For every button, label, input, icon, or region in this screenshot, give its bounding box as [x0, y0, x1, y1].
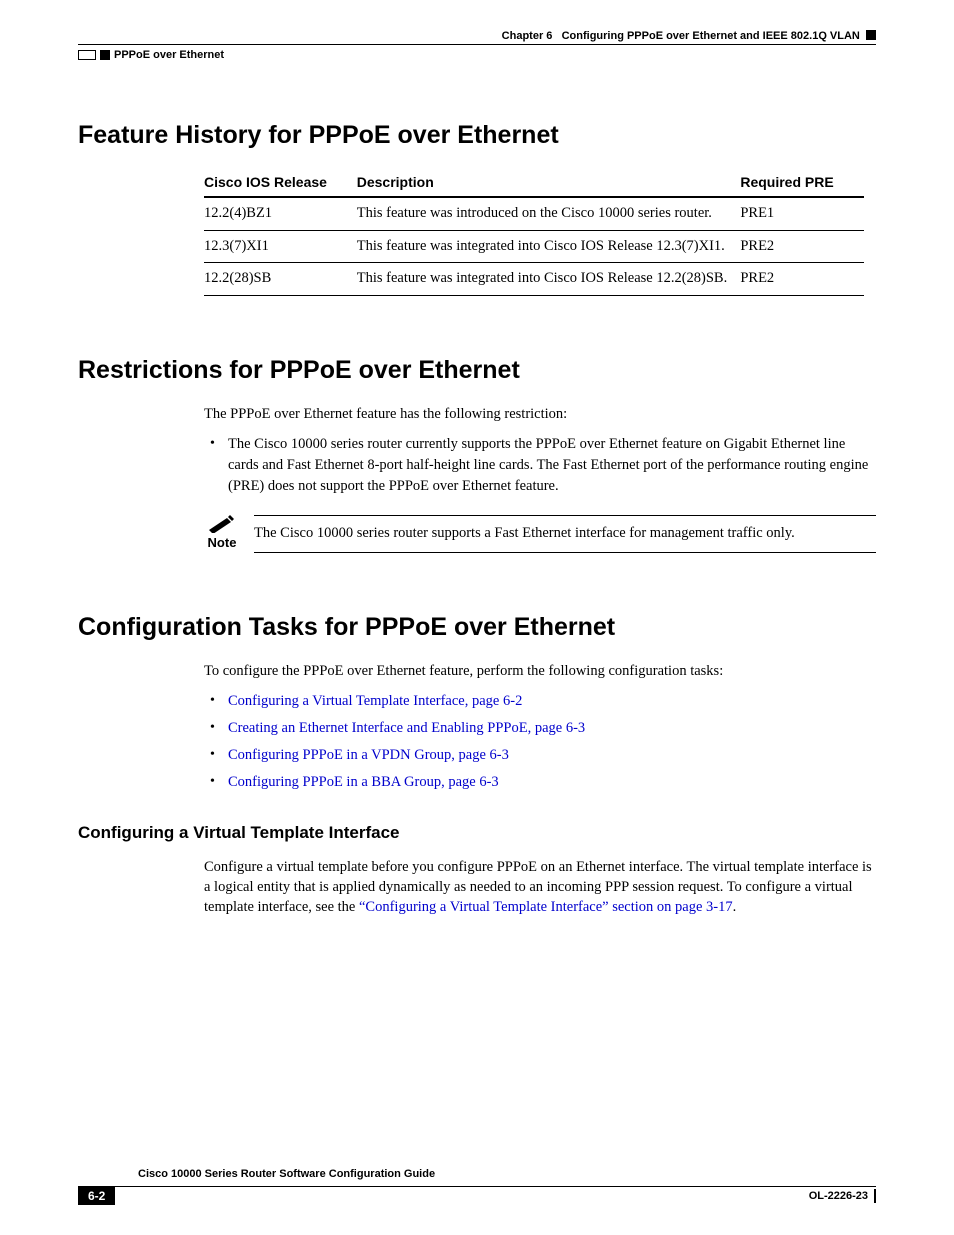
chapter-label: Chapter 6: [502, 30, 553, 42]
header-end-block-icon: [866, 30, 876, 40]
col-required-pre: Required PRE: [740, 170, 864, 197]
header-blocks-group: PPPoE over Ethernet: [78, 49, 224, 61]
table-cell: 12.2(28)SB: [204, 263, 357, 296]
note-pencil-icon: [208, 515, 236, 533]
header-block-outline-icon: [78, 50, 96, 60]
section3-title: Configuration Tasks for PPPoE over Ether…: [78, 613, 876, 642]
subsection-body-link[interactable]: “Configuring a Virtual Template Interfac…: [359, 899, 733, 915]
col-description: Description: [357, 170, 741, 197]
table-row: 12.3(7)XI1This feature was integrated in…: [204, 230, 864, 263]
config-task-link[interactable]: Configuring PPPoE in a BBA Group, page 6…: [228, 774, 499, 790]
footer-guide-title: Cisco 10000 Series Router Software Confi…: [138, 1168, 876, 1180]
subsection-title: Configuring a Virtual Template Interface: [78, 823, 876, 843]
note-label: Note: [208, 535, 237, 550]
note-block: Note The Cisco 10000 series router suppo…: [204, 515, 876, 553]
header-chapter-line: Chapter 6 Configuring PPPoE over Etherne…: [78, 30, 876, 44]
page-number-badge: 6-2: [78, 1187, 115, 1205]
section2-title: Restrictions for PPPoE over Ethernet: [78, 356, 876, 385]
section3-intro: To configure the PPPoE over Ethernet fea…: [204, 662, 876, 682]
config-task-link[interactable]: Configuring PPPoE in a VPDN Group, page …: [228, 747, 509, 763]
table-cell: This feature was introduced on the Cisco…: [357, 197, 741, 230]
table-cell: PRE2: [740, 263, 864, 296]
table-row: 12.2(4)BZ1This feature was introduced on…: [204, 197, 864, 230]
feature-history-table: Cisco IOS Release Description Required P…: [204, 170, 864, 296]
note-text: The Cisco 10000 series router supports a…: [254, 515, 876, 553]
doc-id: OL-2226-23: [809, 1190, 868, 1202]
table-cell: This feature was integrated into Cisco I…: [357, 263, 741, 296]
header-topic-row: PPPoE over Ethernet: [78, 49, 876, 61]
table-cell: This feature was integrated into Cisco I…: [357, 230, 741, 263]
footer-end-bar-icon: [874, 1189, 876, 1203]
section2-intro: The PPPoE over Ethernet feature has the …: [204, 405, 876, 425]
header-rule: [78, 44, 876, 45]
subsection-body: Configure a virtual template before you …: [204, 858, 876, 917]
list-item: Configuring PPPoE in a BBA Group, page 6…: [204, 772, 876, 793]
list-item: Configuring PPPoE in a VPDN Group, page …: [204, 745, 876, 766]
header-topic: PPPoE over Ethernet: [114, 49, 224, 61]
table-cell: 12.2(4)BZ1: [204, 197, 357, 230]
col-release: Cisco IOS Release: [204, 170, 357, 197]
table-row: 12.2(28)SBThis feature was integrated in…: [204, 263, 864, 296]
list-item: Creating an Ethernet Interface and Enabl…: [204, 718, 876, 739]
header-block-solid-icon: [100, 50, 110, 60]
page-footer: Cisco 10000 Series Router Software Confi…: [78, 1166, 876, 1205]
config-task-link[interactable]: Creating an Ethernet Interface and Enabl…: [228, 720, 585, 736]
table-cell: PRE2: [740, 230, 864, 263]
chapter-title: Configuring PPPoE over Ethernet and IEEE…: [562, 30, 860, 42]
table-header-row: Cisco IOS Release Description Required P…: [204, 170, 864, 197]
section2-bullet: The Cisco 10000 series router currently …: [204, 434, 876, 497]
config-task-link[interactable]: Configuring a Virtual Template Interface…: [228, 693, 522, 709]
subsection-body-post: .: [733, 899, 737, 915]
section1-title: Feature History for PPPoE over Ethernet: [78, 121, 876, 150]
list-item: Configuring a Virtual Template Interface…: [204, 691, 876, 712]
table-cell: 12.3(7)XI1: [204, 230, 357, 263]
table-cell: PRE1: [740, 197, 864, 230]
